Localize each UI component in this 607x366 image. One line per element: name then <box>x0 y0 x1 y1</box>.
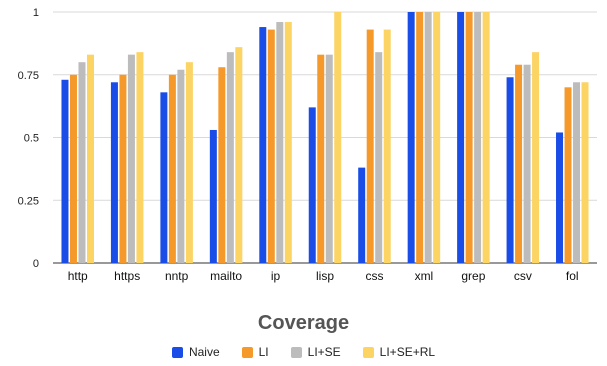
bar-li-se-ip <box>276 22 284 263</box>
bar-li-ip <box>267 29 275 263</box>
x-tick-label: mailto <box>210 269 242 283</box>
x-tick-label: xml <box>415 269 434 283</box>
legend-item: Naive <box>171 345 220 359</box>
gridlines <box>53 11 597 264</box>
bar-li-se-rl-xml <box>433 12 441 263</box>
bar-li-se-lisp <box>325 54 333 263</box>
bar-li-se-rl-http <box>86 54 94 263</box>
bars <box>61 12 589 264</box>
legend-label: Naive <box>188 345 220 359</box>
y-tick-label: 1 <box>33 7 39 19</box>
x-tick-label: grep <box>461 269 485 283</box>
bar-naive-lisp <box>308 107 316 263</box>
bar-li-se-rl-mailto <box>235 47 243 263</box>
bar-li-se-css <box>375 52 383 263</box>
x-tick-label: ip <box>271 269 281 283</box>
bar-naive-http <box>61 79 69 264</box>
legend: Naive LI LI+SE LI+SE+RL <box>0 345 607 359</box>
x-tick-label: fol <box>566 269 579 283</box>
bar-li-se-xml <box>424 12 432 263</box>
legend-swatch <box>171 346 183 358</box>
bar-li-se-mailto <box>226 52 234 263</box>
x-tick-label: lisp <box>316 269 334 283</box>
legend-item: LI <box>241 345 269 359</box>
bar-li-se-rl-csv <box>532 52 540 263</box>
bar-li-se-https <box>127 54 135 263</box>
x-tick-label: css <box>365 269 383 283</box>
bar-naive-grep <box>457 12 465 263</box>
bar-naive-https <box>110 82 118 263</box>
bar-li-se-csv <box>523 64 531 264</box>
bar-li-se-http <box>78 62 86 264</box>
legend-item: LI+SE+RL <box>362 345 436 359</box>
bar-naive-ip <box>259 27 267 264</box>
bar-naive-css <box>358 167 366 263</box>
x-tick-label: https <box>114 269 140 283</box>
bar-li-se-rl-ip <box>284 22 292 263</box>
x-tick-label: csv <box>514 269 532 283</box>
bar-li-mailto <box>218 67 226 263</box>
bar-naive-csv <box>506 77 514 263</box>
y-tick-label: 0.75 <box>18 70 39 82</box>
bar-li-se-fol <box>573 82 581 263</box>
y-tick-label: 0 <box>33 258 39 270</box>
legend-label: LI+SE+RL <box>379 345 436 359</box>
bar-naive-nntp <box>160 92 168 263</box>
legend-label: LI <box>258 345 269 359</box>
x-tick-label: http <box>68 269 88 283</box>
bar-li-se-rl-grep <box>482 12 490 263</box>
bar-li-lisp <box>317 54 325 263</box>
bar-li-http <box>69 74 77 263</box>
legend-swatch <box>290 346 302 358</box>
bar-li-se-rl-https <box>136 52 144 263</box>
x-tick-label: nntp <box>165 269 189 283</box>
legend-label: LI+SE <box>307 345 341 359</box>
bar-li-se-rl-fol <box>581 82 589 263</box>
bar-li-se-grep <box>474 12 482 263</box>
bar-li-se-nntp <box>177 69 185 263</box>
bar-li-https <box>119 74 127 263</box>
bar-naive-xml <box>407 12 415 263</box>
chart-title: Coverage <box>257 312 350 334</box>
bar-li-css <box>366 29 374 263</box>
legend-swatch <box>241 346 253 358</box>
y-axis: 0 0.25 0.5 0.75 1 <box>18 7 39 270</box>
legend-swatch <box>362 346 374 358</box>
bar-li-grep <box>465 12 473 263</box>
y-tick-label: 0.25 <box>18 195 39 207</box>
bar-naive-fol <box>556 132 564 263</box>
bar-li-xml <box>416 12 424 263</box>
bar-li-nntp <box>168 74 176 263</box>
bar-li-fol <box>564 87 572 263</box>
bar-li-csv <box>515 64 523 264</box>
x-axis: http https nntp mailto ip lisp css xml grep csv fo… <box>68 269 579 283</box>
bar-chart: 0 0.25 0.5 0.75 1 http https nntp mailto ip lisp c… <box>18 7 597 283</box>
bar-li-se-rl-css <box>383 29 391 263</box>
legend-item: LI+SE <box>290 345 341 359</box>
bar-naive-mailto <box>209 129 217 263</box>
y-tick-label: 0.5 <box>24 133 39 145</box>
bar-li-se-rl-nntp <box>185 62 193 264</box>
bar-li-se-rl-lisp <box>334 12 342 263</box>
